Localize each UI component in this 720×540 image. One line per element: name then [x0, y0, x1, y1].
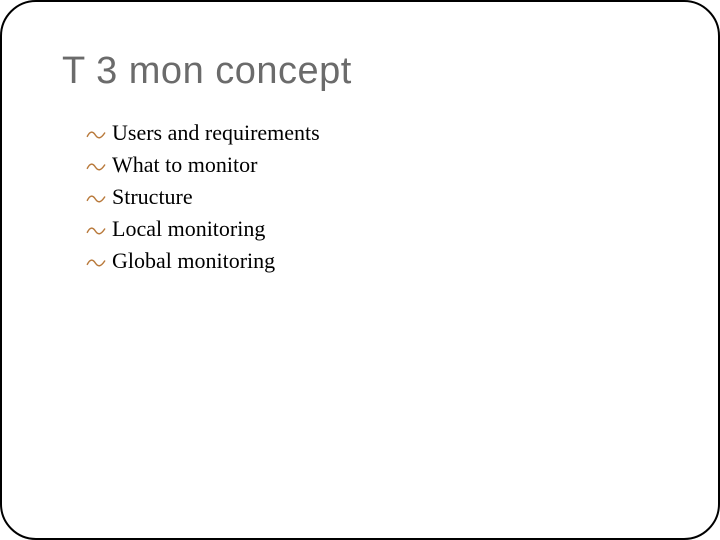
list-item-label: Structure	[112, 184, 193, 209]
slide-title: T 3 mon concept	[62, 50, 658, 93]
list-item: Global monitoring	[86, 245, 658, 277]
list-item: Users and requirements	[86, 117, 658, 149]
slide-frame: T 3 mon concept Users and requirements W…	[0, 0, 720, 540]
list-item: What to monitor	[86, 149, 658, 181]
list-item: Local monitoring	[86, 213, 658, 245]
list-item-label: Global monitoring	[112, 248, 275, 273]
list-item-label: Users and requirements	[112, 120, 320, 145]
curly-dash-icon	[86, 249, 106, 267]
curly-dash-icon	[86, 217, 106, 235]
curly-dash-icon	[86, 153, 106, 171]
bullet-list: Users and requirements What to monitor S…	[86, 117, 658, 276]
list-item: Structure	[86, 181, 658, 213]
curly-dash-icon	[86, 121, 106, 139]
list-item-label: Local monitoring	[112, 216, 265, 241]
curly-dash-icon	[86, 185, 106, 203]
list-item-label: What to monitor	[112, 152, 257, 177]
